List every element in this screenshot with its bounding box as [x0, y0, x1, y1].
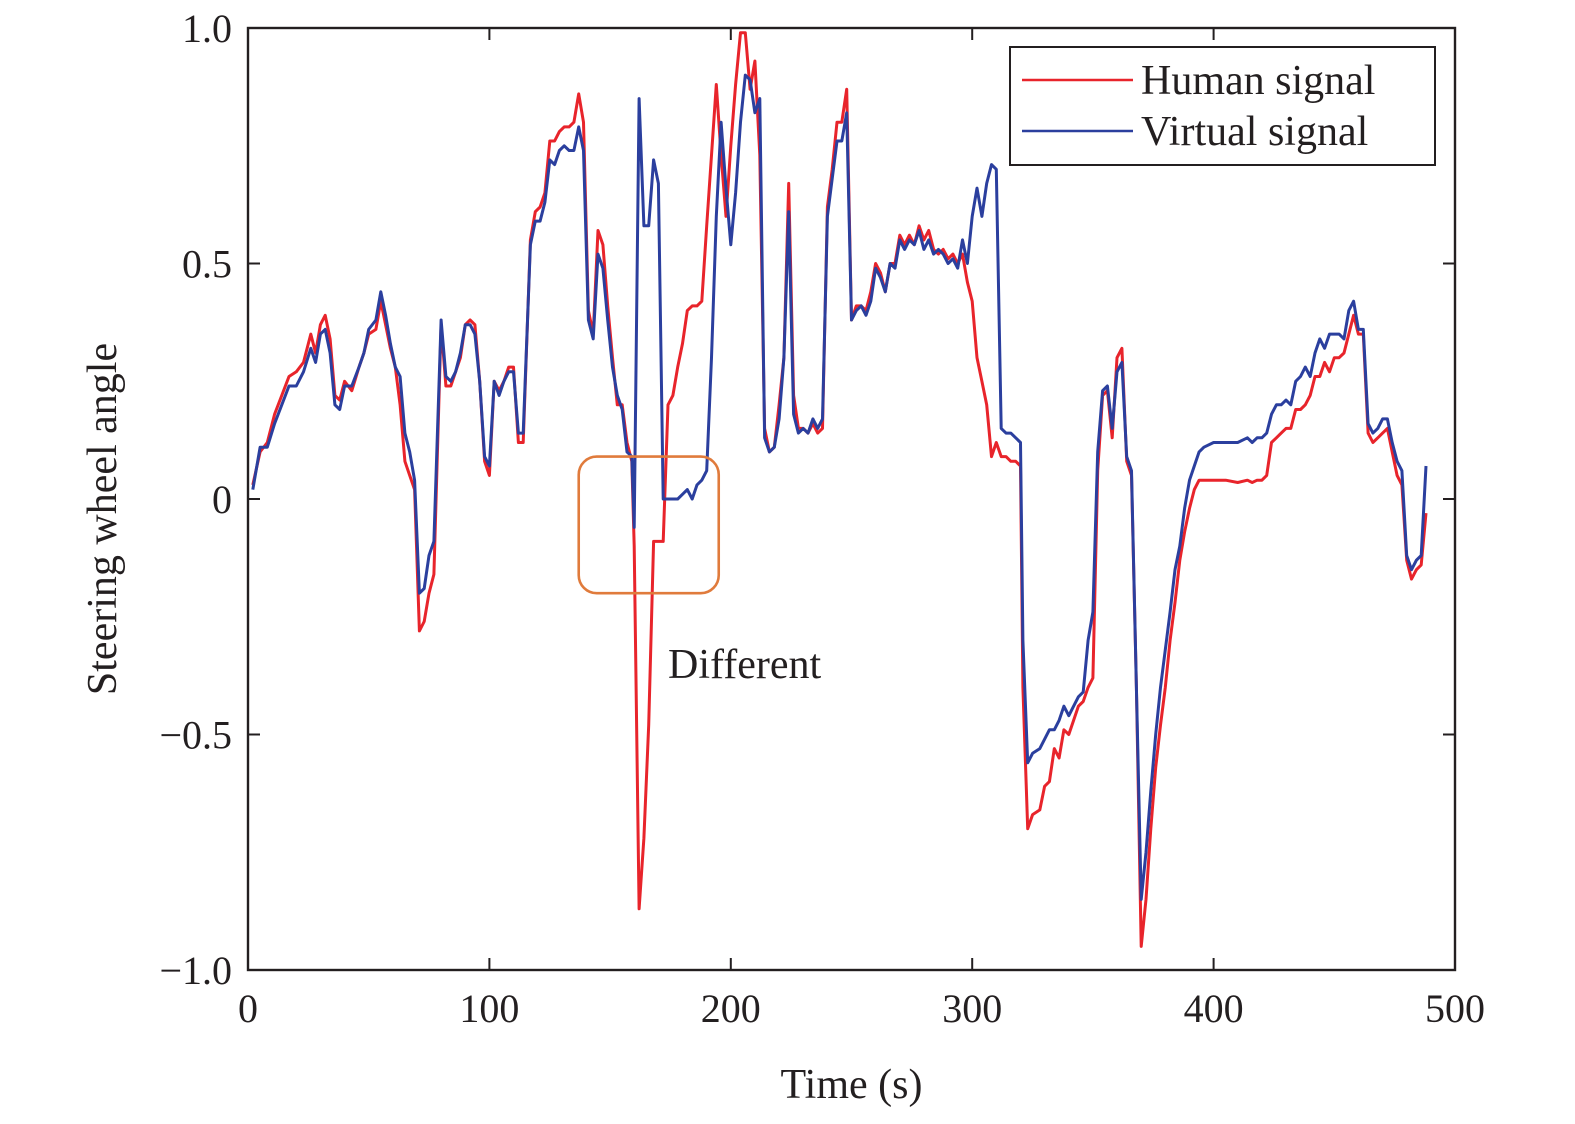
- series-line-virtual: [251, 73, 1428, 901]
- x-tick-label: 100: [459, 986, 519, 1031]
- x-axis: 0 100 200 300 400 500: [238, 28, 1485, 1031]
- legend-label-human: Human signal: [1141, 58, 1375, 104]
- x-tick-label: 0: [238, 986, 258, 1031]
- x-tick-label: 400: [1184, 986, 1244, 1031]
- x-tick-label: 300: [942, 986, 1002, 1031]
- x-tick-label: 500: [1425, 986, 1485, 1031]
- annotation-label: Different: [668, 642, 821, 688]
- legend-box: [1009, 46, 1436, 166]
- series-line-human: [251, 31, 1428, 948]
- series-lines: [251, 31, 1428, 948]
- y-axis-label: Steering wheel angle: [80, 343, 126, 695]
- y-tick-label: 0: [212, 477, 232, 522]
- y-tick-label: −1.0: [159, 948, 232, 993]
- x-axis-label: Time (s): [781, 1062, 923, 1108]
- y-tick-label: 0.5: [182, 242, 232, 287]
- y-axis: −1.0 −0.5 0 0.5 1.0: [159, 6, 1455, 993]
- x-tick-label: 200: [701, 986, 761, 1031]
- annotation-box: [577, 455, 721, 595]
- y-tick-label: 1.0: [182, 6, 232, 51]
- y-tick-label: −0.5: [159, 713, 232, 758]
- legend: Human signal Virtual signal: [1009, 46, 1436, 166]
- legend-label-virtual: Virtual signal: [1141, 109, 1368, 155]
- plot-area-frame: [246, 26, 1457, 972]
